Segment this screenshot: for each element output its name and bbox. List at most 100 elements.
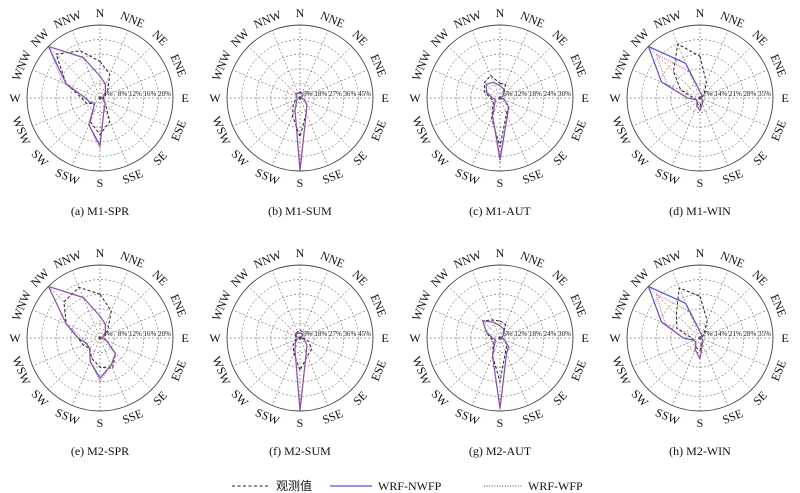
grid-spoke [32, 97, 101, 127]
grid-spoke [499, 286, 552, 339]
panel-caption: (h) M2-WIN [669, 444, 731, 458]
direction-label-w: W [609, 331, 621, 345]
grid-spoke [99, 337, 152, 390]
direction-label-n: N [496, 6, 505, 20]
grid-ring [255, 53, 345, 143]
direction-label-sw: SW [429, 387, 452, 410]
tick-label: 24% [544, 330, 557, 338]
grid-spoke [71, 337, 101, 406]
direction-label-sse: SSE [520, 406, 544, 427]
grid-spoke [99, 97, 168, 127]
direction-label-ene: ENE [568, 292, 590, 319]
grid-ring [85, 323, 115, 353]
direction-label-e: E [181, 331, 188, 345]
panel-caption: (a) M1-SPR [71, 204, 129, 218]
grid-spoke [271, 30, 301, 99]
grid-spoke [632, 69, 701, 99]
direction-label-sw: SW [29, 387, 52, 410]
direction-label-w: W [409, 331, 421, 345]
grid-spoke [699, 286, 752, 339]
tick-label: 7% [703, 90, 713, 98]
series-wfp [485, 81, 510, 165]
direction-label-e: E [181, 91, 188, 105]
direction-label-sse: SSE [320, 406, 344, 427]
direction-label-sw: SW [429, 147, 452, 170]
tick-label: 12% [129, 90, 142, 98]
direction-label-ssw: SSW [453, 165, 482, 188]
tick-label: 20% [158, 330, 171, 338]
tick-label: 35% [758, 330, 771, 338]
tick-label: 27% [329, 90, 342, 98]
direction-label-w: W [609, 91, 621, 105]
series-obs [482, 319, 508, 383]
grid-spoke [648, 97, 701, 150]
direction-label-sw: SW [29, 147, 52, 170]
tick-label: 45% [358, 330, 371, 338]
panel-caption: (g) M2-AUT [469, 444, 532, 458]
legend-obs-label: 观测值 [276, 478, 312, 493]
direction-label-ene: ENE [368, 292, 390, 319]
direction-label-ese: ESE [568, 358, 589, 383]
direction-label-nne: NNE [718, 8, 746, 30]
legend: 观测值 WRF-NWFP WRF-WFP [232, 478, 583, 493]
grid-spoke [471, 30, 501, 99]
series-wfp [655, 53, 704, 111]
direction-label-n: N [496, 246, 505, 260]
grid-ring [441, 279, 559, 397]
direction-label-se: SE [350, 148, 370, 168]
tick-label: 4% [103, 330, 113, 338]
direction-label-e: E [381, 91, 388, 105]
direction-label-ssw: SSW [653, 165, 682, 188]
grid-spoke [648, 337, 701, 390]
direction-label-se: SE [350, 388, 370, 408]
grid-ring [241, 39, 359, 157]
grid-spoke [699, 337, 768, 367]
tick-label: 36% [344, 330, 357, 338]
grid-spoke [232, 309, 301, 339]
grid-spoke [499, 337, 529, 406]
direction-label-n: N [696, 246, 705, 260]
direction-label-sw: SW [229, 387, 252, 410]
direction-label-nne: NNE [718, 248, 746, 270]
grid-spoke [48, 337, 101, 390]
direction-label-s: S [697, 176, 704, 190]
series-wfp [47, 45, 107, 150]
direction-label-se: SE [750, 388, 770, 408]
direction-label-w: W [9, 91, 21, 105]
direction-label-e: E [581, 91, 588, 105]
direction-label-nne: NNE [118, 8, 146, 30]
grid-ring [485, 323, 515, 353]
grid-spoke [648, 286, 701, 339]
grid-spoke [699, 337, 729, 406]
direction-label-nne: NNE [118, 248, 146, 270]
direction-label-ese: ESE [768, 118, 789, 143]
direction-label-w: W [209, 331, 221, 345]
direction-label-ne: NE [549, 27, 570, 48]
direction-label-ese: ESE [168, 358, 189, 383]
grid-spoke [499, 97, 568, 127]
direction-label-ene: ENE [768, 52, 790, 79]
direction-label-e: E [781, 331, 788, 345]
grid-spoke [499, 30, 529, 99]
direction-label-se: SE [550, 148, 570, 168]
tick-label: 12% [514, 90, 527, 98]
grid-spoke [99, 337, 168, 367]
tick-label: 18% [314, 90, 327, 98]
grid-spoke [648, 46, 701, 99]
grid-spoke [499, 270, 529, 339]
grid-spoke [499, 46, 552, 99]
grid-spoke [699, 270, 729, 339]
direction-label-sw: SW [629, 147, 652, 170]
direction-label-sse: SSE [520, 166, 544, 187]
grid-spoke [299, 337, 329, 406]
tick-label: 6% [503, 330, 513, 338]
direction-label-ne: NE [549, 267, 570, 288]
series-wfp [655, 293, 704, 360]
tick-label: 21% [729, 90, 742, 98]
direction-label-se: SE [550, 388, 570, 408]
direction-label-ene: ENE [368, 52, 390, 79]
